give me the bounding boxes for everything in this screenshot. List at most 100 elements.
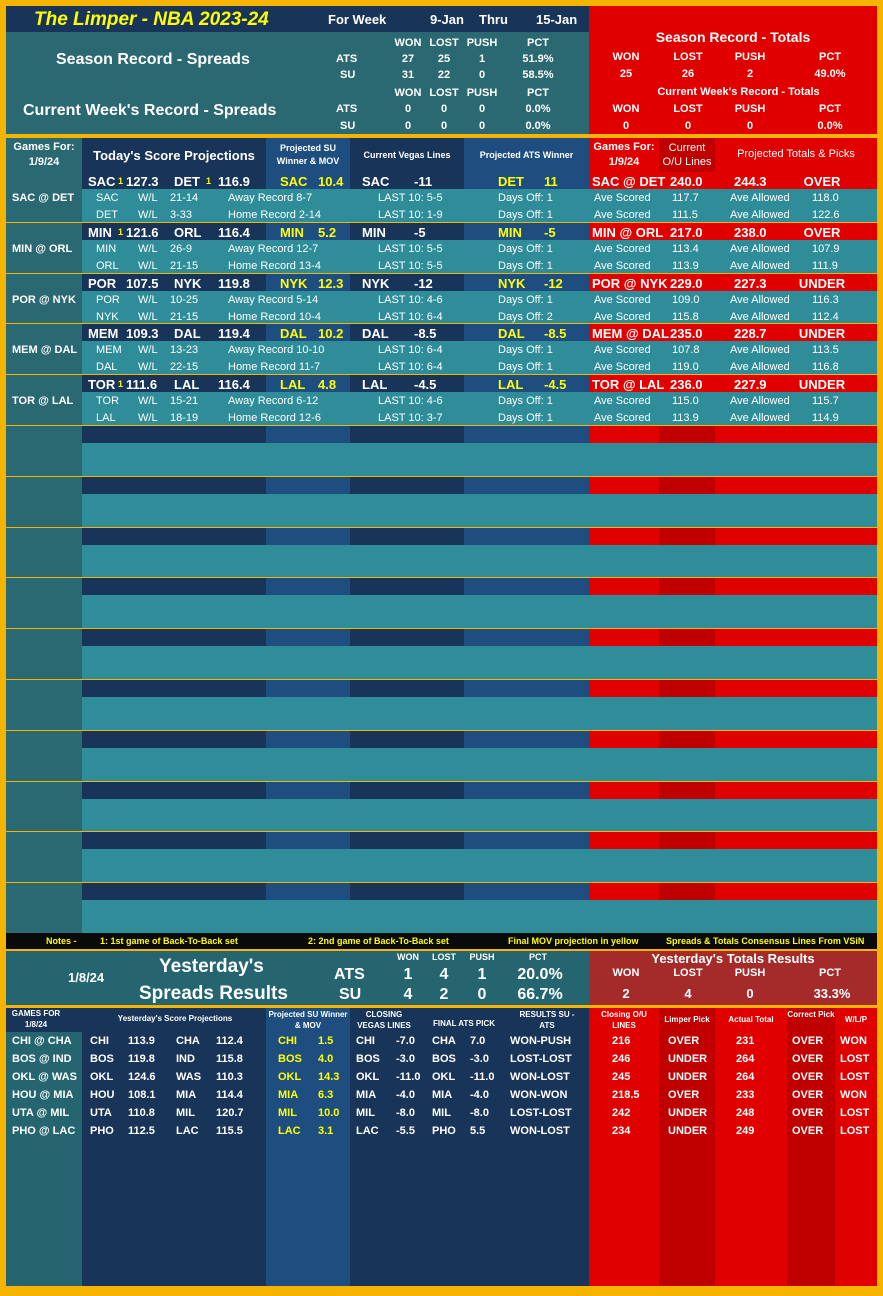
y-actual: 264	[736, 1053, 755, 1065]
empty-row	[6, 782, 877, 833]
row-label-cell	[6, 680, 82, 731]
venue-record: Home Record 10-4	[228, 311, 321, 323]
stripe	[464, 426, 589, 443]
row-body	[715, 494, 877, 528]
ave-allowed: 107.9	[812, 243, 840, 255]
row-body	[82, 646, 589, 680]
team-abbr: DET	[96, 209, 118, 221]
y-wlp-header: W/L/P	[844, 1015, 868, 1024]
y-ats-value: 7.0	[470, 1035, 486, 1047]
stripe	[464, 578, 589, 595]
venue-record: Home Record 11-7	[228, 361, 321, 373]
stripe	[464, 629, 589, 646]
stripe	[350, 832, 464, 849]
y-ou: 242	[612, 1107, 631, 1119]
y-ats-won: 1	[403, 966, 413, 983]
row-label-cell	[6, 832, 82, 883]
ave-allowed-label: Ave Allowed	[730, 209, 790, 221]
row-body	[589, 189, 659, 223]
home-team: NYK	[174, 276, 202, 291]
wl-record: 13-23	[170, 344, 199, 356]
y-su-winner: MIA	[278, 1089, 299, 1101]
stripe	[350, 680, 464, 697]
wl-label: W/L	[138, 412, 158, 424]
empty-row	[6, 426, 877, 477]
wl-label: W/L	[138, 294, 158, 306]
home-team: DAL	[174, 326, 201, 341]
stripe	[266, 731, 350, 748]
y-correct: OVER	[792, 1107, 824, 1119]
page-title: The Limper - NBA 2023-24	[34, 9, 269, 30]
ave-allowed: 115.7	[812, 395, 839, 407]
stripe	[266, 324, 350, 341]
stripe	[715, 883, 877, 900]
y-home: IND	[176, 1053, 195, 1065]
home-team: ORL	[174, 225, 202, 240]
y-ats-value: -8.0	[470, 1107, 489, 1119]
ou-line: 235.0	[670, 326, 703, 341]
y-home-score: 120.7	[216, 1107, 244, 1119]
row-body	[589, 240, 659, 274]
row-body	[715, 849, 877, 883]
stripe	[659, 528, 715, 545]
row-body	[715, 291, 877, 325]
y-away-score: 119.8	[128, 1053, 155, 1065]
y-game-name: BOS @ IND	[12, 1053, 72, 1065]
vegas-header: Current Vegas Lines	[363, 150, 451, 160]
ats-pct: 51.9%	[522, 53, 554, 65]
wk-ats-won: 0	[404, 103, 412, 115]
row-separator	[6, 374, 877, 375]
stripe	[350, 731, 464, 748]
ave-allowed: 116.3	[812, 294, 839, 306]
last-ten: LAST 10: 5-5	[378, 192, 443, 204]
stripe	[464, 172, 589, 189]
row-body	[589, 849, 659, 883]
games-for-label: Games For:	[13, 141, 75, 153]
wl-label: W/L	[138, 361, 158, 373]
y-ats-team: PHO	[432, 1125, 456, 1137]
stripe	[715, 680, 877, 697]
y-ou: 218.5	[612, 1089, 640, 1101]
ave-allowed: 118.0	[812, 192, 839, 204]
venue-record: Away Record 12-7	[228, 243, 319, 255]
su-won: 31	[401, 69, 415, 81]
row-label-cell	[6, 477, 82, 528]
stripe	[266, 375, 350, 392]
row-body	[82, 240, 589, 274]
total-pick: UNDER	[798, 276, 846, 291]
team-abbr: POR	[96, 294, 120, 306]
y-home-score: 110.3	[216, 1071, 243, 1083]
stripe	[589, 782, 659, 799]
y-ats-team: BOS	[432, 1053, 456, 1065]
last-ten: LAST 10: 6-4	[378, 344, 443, 356]
y-ats-label: ATS	[334, 966, 365, 983]
row-body	[82, 748, 589, 782]
wk-su-lost: 0	[440, 120, 448, 132]
row-body	[715, 900, 877, 934]
stripe	[659, 731, 715, 748]
row-body	[659, 240, 715, 274]
yt-col-lost: LOST	[673, 967, 703, 979]
stripe	[82, 274, 266, 291]
row-body	[659, 849, 715, 883]
ave-allowed-label: Ave Allowed	[730, 243, 790, 255]
stripe	[350, 172, 464, 189]
row-separator	[6, 730, 877, 731]
home-score: 116.4	[218, 377, 250, 392]
empty-row	[6, 883, 877, 934]
away-score: 121.6	[126, 225, 159, 240]
y-home: MIA	[176, 1089, 197, 1101]
note-4: Spreads & Totals Consensus Lines From VS…	[666, 936, 865, 946]
stripe	[464, 883, 589, 900]
row-body	[659, 189, 715, 223]
row-body	[589, 900, 659, 934]
y-correct: OVER	[792, 1035, 824, 1047]
ats-push: 1	[478, 53, 486, 65]
stripe	[266, 426, 350, 443]
stripe	[659, 883, 715, 900]
y-su-mov: 14.3	[318, 1071, 340, 1083]
row-body	[589, 291, 659, 325]
stripe	[464, 477, 589, 494]
stripe	[589, 375, 877, 392]
col-pct: PCT	[527, 37, 549, 49]
